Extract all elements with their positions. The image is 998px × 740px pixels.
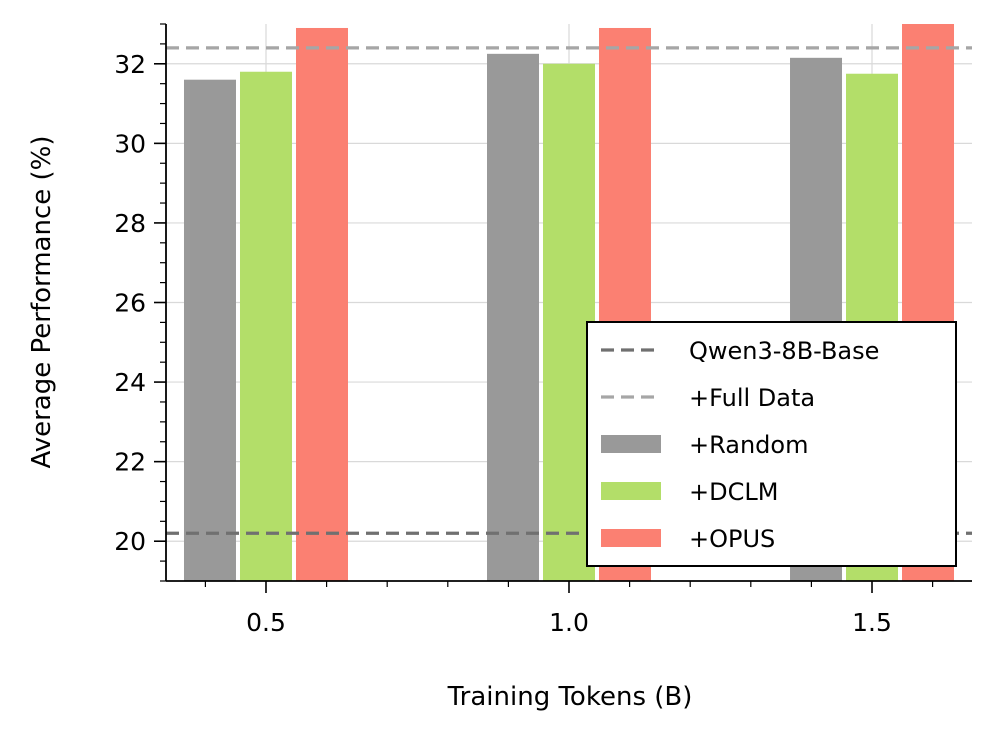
bar-random-1-0	[487, 53, 539, 581]
y-tick-label: 28	[114, 209, 146, 238]
bar-random-0-5	[183, 79, 236, 581]
legend-label: Qwen3-8B-Base	[689, 337, 879, 365]
y-tick-label: 24	[114, 368, 146, 397]
y-tick-label: 20	[114, 527, 146, 556]
legend-patch-swatch	[601, 482, 661, 500]
legend-patch-swatch	[601, 435, 661, 453]
x-axis-label: Training Tokens (B)	[447, 682, 693, 712]
legend: Qwen3-8B-Base +Full Data +Random +DCLM +OPUS	[586, 321, 957, 567]
bar-opus-0-5	[295, 27, 348, 581]
y-tick-label: 30	[114, 129, 146, 158]
legend-label: +Full Data	[689, 384, 815, 412]
x-tick-label: 1.0	[549, 608, 589, 637]
legend-label: +DCLM	[689, 478, 778, 506]
legend-label: +Random	[689, 431, 808, 459]
y-tick-label: 26	[114, 289, 146, 318]
x-tick-label: 0.5	[246, 608, 286, 637]
x-tick-label: 1.5	[852, 608, 892, 637]
legend-label: +OPUS	[689, 525, 775, 553]
legend-patch-swatch	[601, 529, 661, 547]
y-tick-label: 32	[114, 50, 146, 79]
y-axis-ticks: 20 22 24 26 28 30 32	[114, 23, 166, 582]
x-axis-ticks: 0.5 1.0 1.5	[204, 581, 934, 637]
y-tick-label: 22	[114, 448, 146, 477]
y-axis-label: Average Performance (%)	[27, 135, 57, 468]
bar-dclm-0-5	[239, 71, 292, 581]
